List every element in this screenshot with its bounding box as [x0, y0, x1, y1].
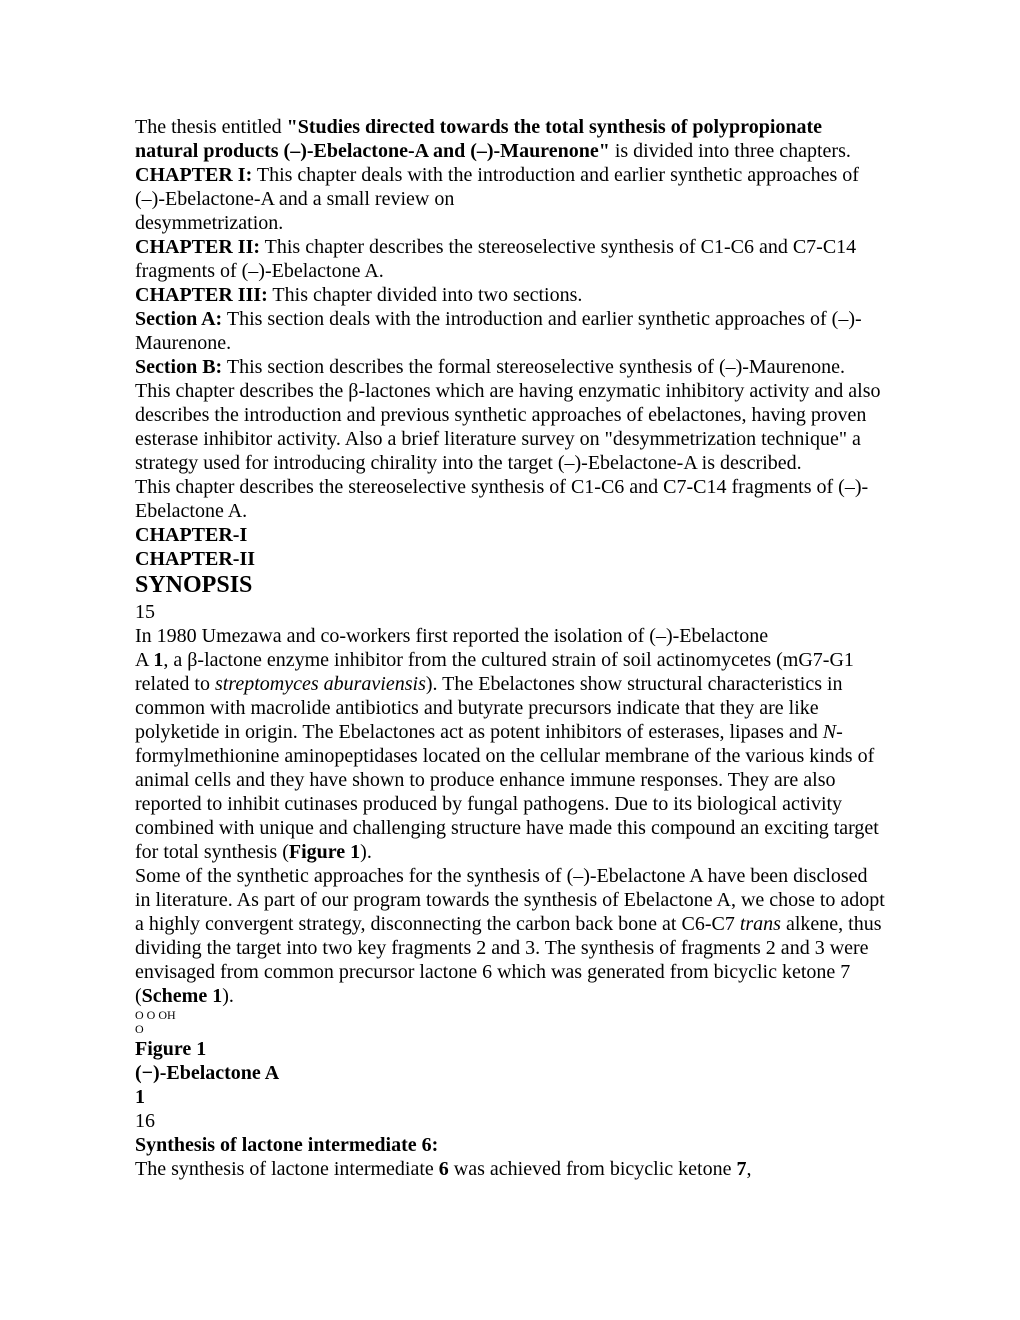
text: is divided into three chapters. — [610, 140, 851, 162]
chem-notation-2: O — [135, 1022, 885, 1036]
main-body-1: A 1, a β-lactone enzyme inhibitor from t… — [135, 648, 885, 864]
chapter-label: CHAPTER III: — [135, 284, 268, 306]
page-number-15: 15 — [135, 600, 885, 624]
intro-paragraph: The thesis entitled "Studies directed to… — [135, 115, 885, 163]
n-italic: N — [823, 721, 836, 743]
chapter-label: CHAPTER II: — [135, 236, 260, 258]
chapter-i-heading: CHAPTER-I — [135, 523, 885, 547]
figure-ref: Figure 1 — [289, 841, 360, 863]
main-body-2: Some of the synthetic approaches for the… — [135, 864, 885, 1008]
compound-1: 1 — [153, 649, 163, 671]
text: , a — [163, 649, 187, 671]
text: was achieved from bicyclic ketone — [449, 1158, 737, 1180]
figure-1-label: Figure 1 — [135, 1037, 885, 1061]
synthesis-body: The synthesis of lactone intermediate 6 … — [135, 1157, 885, 1181]
beta-symbol: β — [348, 380, 358, 402]
chapter-body-1: This chapter describes the β-lactones wh… — [135, 379, 885, 475]
compound-7: 7 — [736, 1158, 746, 1180]
text: This chapter describes the — [135, 380, 348, 402]
text: , — [746, 1158, 751, 1180]
chapter1-desc: CHAPTER I: This chapter deals with the i… — [135, 163, 885, 211]
synthesis-heading: Synthesis of lactone intermediate 6: — [135, 1133, 885, 1157]
text: This section deals with the introduction… — [135, 308, 862, 354]
text: ). — [360, 841, 372, 863]
synopsis-heading: SYNOPSIS — [135, 571, 885, 600]
species-name: streptomyces aburaviensis — [215, 673, 426, 695]
chem-notation-1: O O OH — [135, 1008, 885, 1022]
chapter-label: CHAPTER I: — [135, 164, 252, 186]
chapter2-desc: CHAPTER II: This chapter describes the s… — [135, 235, 885, 283]
chapter-body-2: This chapter describes the stereoselecti… — [135, 475, 885, 523]
text: A — [135, 649, 153, 671]
compound-6: 6 — [439, 1158, 449, 1180]
section-label: Section B: — [135, 356, 222, 378]
text: This chapter divided into two sections. — [268, 284, 583, 306]
ebelactone-label: (−)-Ebelactone A — [135, 1061, 885, 1085]
text: The synthesis of lactone intermediate — [135, 1158, 439, 1180]
trans-italic: trans — [740, 913, 781, 935]
scheme-ref: Scheme 1 — [142, 985, 223, 1007]
section-label: Section A: — [135, 308, 222, 330]
text: ). — [222, 985, 234, 1007]
compound-1-label: 1 — [135, 1085, 885, 1109]
chapter1-desc-cont: desymmetrization. — [135, 211, 885, 235]
text: The thesis entitled — [135, 116, 287, 138]
section-b-desc: Section B: This section describes the fo… — [135, 355, 885, 379]
chapter-ii-heading: CHAPTER-II — [135, 547, 885, 571]
document-page: The thesis entitled "Studies directed to… — [0, 0, 1020, 1241]
text: This section describes the formal stereo… — [222, 356, 845, 378]
page-number-16: 16 — [135, 1109, 885, 1133]
section-a-desc: Section A: This section deals with the i… — [135, 307, 885, 355]
beta-symbol: β — [187, 649, 197, 671]
umezawa-line: In 1980 Umezawa and co-workers first rep… — [135, 624, 885, 648]
chapter3-desc: CHAPTER III: This chapter divided into t… — [135, 283, 885, 307]
